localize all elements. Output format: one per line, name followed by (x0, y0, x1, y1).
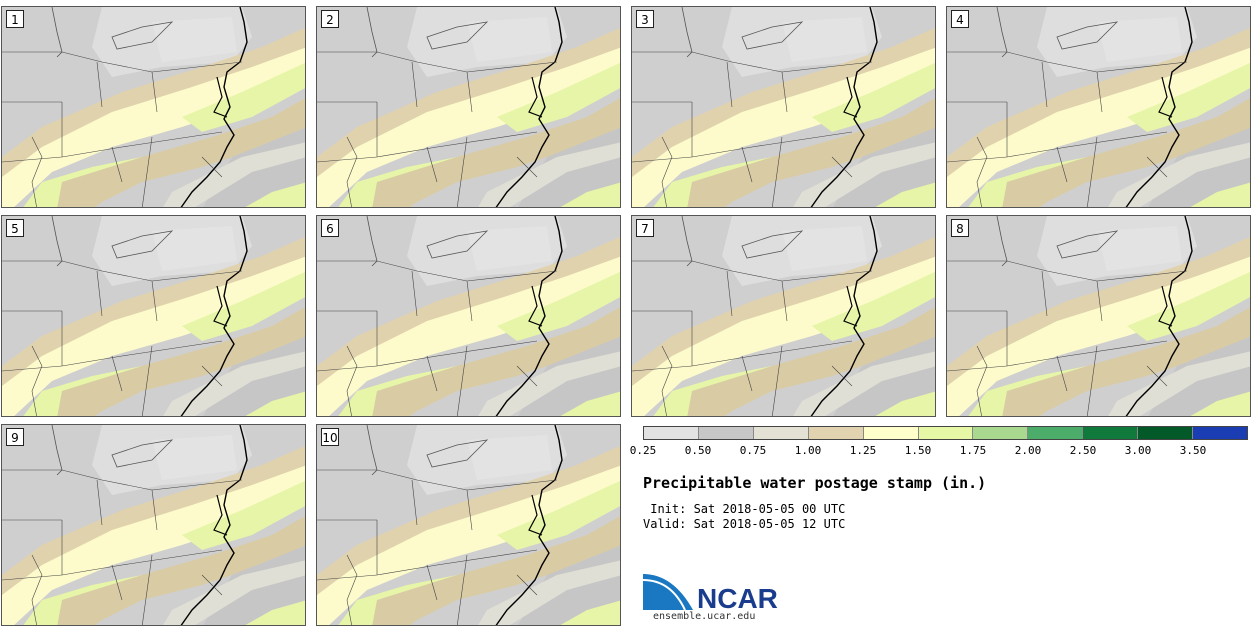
colorbar-tick-label: 0.50 (684, 444, 712, 457)
colorbar-ticks: 0.25 0.50 0.75 1.00 1.25 1.50 1.75 2.00 2.50 3.00… (630, 444, 1248, 460)
ncar-logo: NCAR (643, 574, 778, 614)
member-number-label: 9 (6, 428, 24, 446)
member-number-label: 6 (321, 219, 339, 237)
logo-url: ensemble.ucar.edu (653, 611, 756, 622)
ensemble-member-panel: 6 (316, 215, 621, 417)
ensemble-member-panel: 8 (946, 215, 1251, 417)
member-number-label: 10 (321, 428, 339, 446)
pw-map (947, 7, 1250, 207)
chart-title: Precipitable water postage stamp (in.) (643, 474, 987, 492)
colorbar-segment (698, 427, 754, 439)
colorbar-tick-label: 3.00 (1124, 444, 1152, 457)
colorbar-segment (973, 427, 1029, 439)
pw-map (317, 425, 620, 625)
colorbar-tick-label: 0.25 (629, 444, 657, 457)
ensemble-member-panel: 10 (316, 424, 621, 626)
colorbar-tick-label: 1.50 (904, 444, 932, 457)
ensemble-member-panel: 4 (946, 6, 1251, 208)
ncar-logo-text: NCAR (697, 583, 778, 614)
colorbar-segment (1193, 427, 1247, 439)
colorbar-tick-label: 3.50 (1179, 444, 1207, 457)
ensemble-member-panel: 2 (316, 6, 621, 208)
colorbar-segment (863, 427, 919, 439)
pw-map (2, 216, 305, 416)
colorbar-tick-label: 1.25 (849, 444, 877, 457)
ensemble-member-panel: 9 (1, 424, 306, 626)
member-number-label: 7 (636, 219, 654, 237)
member-number-label: 8 (951, 219, 969, 237)
ensemble-member-panel: 5 (1, 215, 306, 417)
colorbar-segment (753, 427, 809, 439)
ensemble-member-panel: 3 (631, 6, 936, 208)
pw-map (947, 216, 1250, 416)
valid-time: Valid: Sat 2018-05-05 12 UTC (643, 517, 846, 531)
colorbar-tick-label: 2.50 (1069, 444, 1097, 457)
colorbar-segment (808, 427, 864, 439)
pw-map (317, 216, 620, 416)
colorbar-segment (918, 427, 974, 439)
colorbar-segment (644, 427, 699, 439)
init-time: Init: Sat 2018-05-05 00 UTC (643, 502, 846, 516)
colorbar-segment (1083, 427, 1139, 439)
member-number-label: 5 (6, 219, 24, 237)
colorbar-tick-label: 1.75 (959, 444, 987, 457)
colorbar-tick-label: 2.00 (1014, 444, 1042, 457)
pw-map (317, 7, 620, 207)
pw-map (2, 425, 305, 625)
pw-map (632, 216, 935, 416)
member-number-label: 4 (951, 10, 969, 28)
ensemble-member-panel: 7 (631, 215, 936, 417)
member-number-label: 3 (636, 10, 654, 28)
member-number-label: 2 (321, 10, 339, 28)
pw-map (2, 7, 305, 207)
colorbar-tick-label: 1.00 (794, 444, 822, 457)
ensemble-member-panel: 1 (1, 6, 306, 208)
colorbar-segment (1138, 427, 1194, 439)
colorbar (643, 426, 1248, 440)
pw-map (632, 7, 935, 207)
colorbar-segment (1028, 427, 1084, 439)
colorbar-tick-label: 0.75 (739, 444, 767, 457)
member-number-label: 1 (6, 10, 24, 28)
